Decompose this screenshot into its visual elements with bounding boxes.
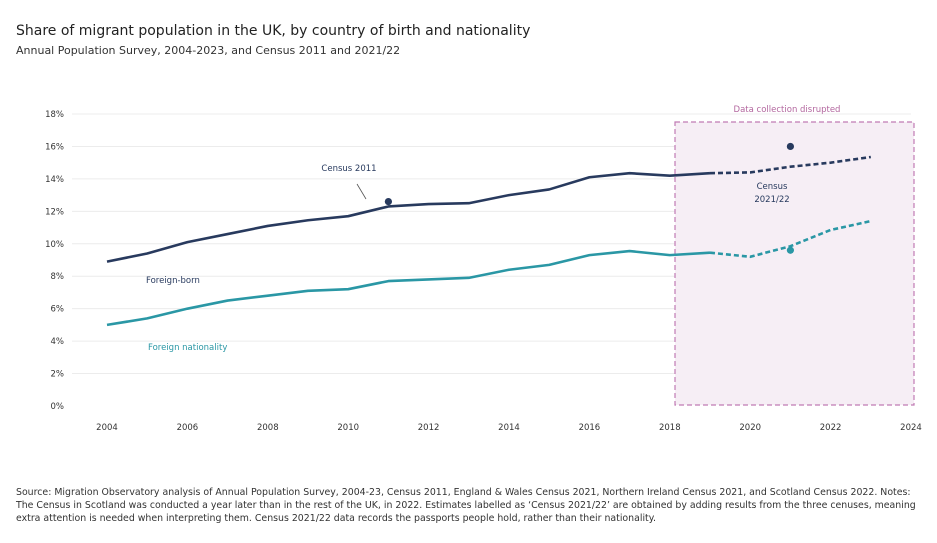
- foreign-born-label: Foreign-born: [146, 276, 200, 286]
- census-2011-label: Census 2011: [321, 164, 376, 174]
- y-tick-label: 14%: [45, 175, 64, 185]
- census-points: [384, 142, 795, 254]
- y-tick-label: 12%: [45, 207, 64, 217]
- x-tick-label: 2016: [579, 423, 601, 433]
- census-point: [786, 246, 795, 254]
- axes: 0% 2% 4% 6% 8% 10% 12% 14% 16% 18% 2004 2006 2008 201…: [45, 110, 922, 433]
- series-projected-line: [709, 219, 872, 259]
- x-tick-label: 2008: [257, 423, 279, 433]
- series-projected-line: [709, 155, 871, 175]
- x-tick-label: 2014: [498, 423, 520, 433]
- x-tick-label: 2018: [659, 423, 681, 433]
- y-tick-label: 6%: [51, 305, 65, 315]
- source-note: Source: Migration Observatory analysis o…: [16, 487, 916, 524]
- census-point: [384, 198, 392, 206]
- y-tick-label: 16%: [45, 142, 64, 152]
- x-tick-label: 2012: [418, 423, 440, 433]
- x-tick-label: 2022: [820, 423, 842, 433]
- series-line: [106, 249, 711, 327]
- census-2011-leader: [356, 183, 367, 200]
- x-tick-label: 2020: [739, 423, 761, 433]
- y-tick-label: 0%: [51, 402, 65, 412]
- disrupted-label: Data collection disrupted: [734, 105, 841, 115]
- annotations: Census 2011 Census 2021/22 Foreign-born …: [146, 164, 790, 353]
- census-2021-label-line1: Census: [757, 182, 788, 192]
- chart-title: Share of migrant population in the UK, b…: [16, 23, 531, 39]
- foreign-nationality-label: Foreign nationality: [148, 343, 227, 353]
- disrupted-region: [674, 121, 915, 406]
- census-point: [786, 142, 795, 151]
- census-2021-label-line2: 2021/22: [754, 195, 789, 205]
- y-tick-label: 18%: [45, 110, 64, 120]
- y-tick-label: 2%: [51, 370, 65, 380]
- x-tick-label: 2004: [96, 423, 118, 433]
- x-tick-label: 2006: [177, 423, 199, 433]
- y-tick-label: 10%: [45, 240, 64, 250]
- y-tick-label: 4%: [51, 337, 65, 347]
- chart-subtitle: Annual Population Survey, 2004-2023, and…: [16, 44, 401, 57]
- series: [106, 155, 872, 327]
- y-tick-label: 8%: [51, 272, 65, 282]
- series-line: [106, 171, 711, 263]
- x-tick-label: 2024: [900, 423, 922, 433]
- x-tick-label: 2010: [337, 423, 359, 433]
